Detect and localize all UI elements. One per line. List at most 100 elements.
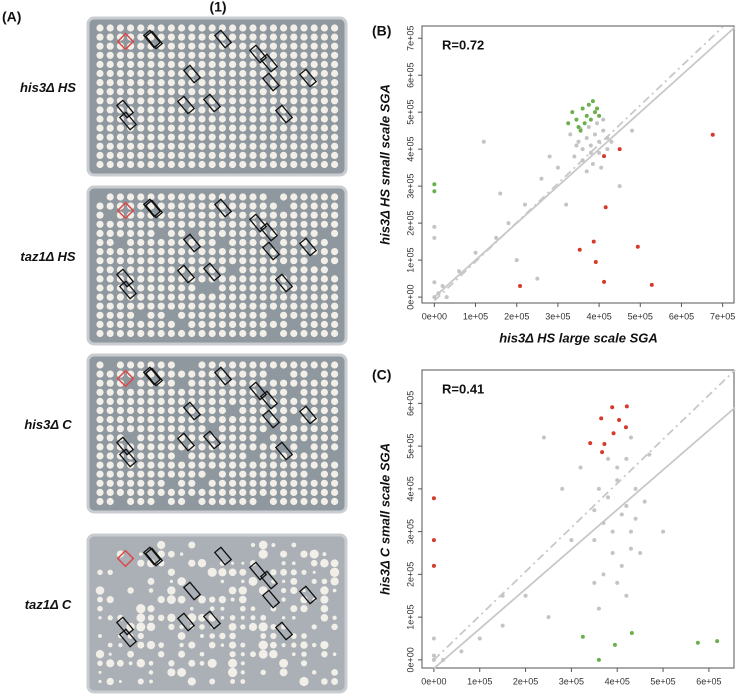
colony xyxy=(249,461,257,469)
colony xyxy=(96,211,104,219)
colony xyxy=(198,229,206,237)
plate xyxy=(86,533,348,694)
colony xyxy=(269,388,277,396)
colony xyxy=(259,238,267,247)
colony xyxy=(259,320,267,328)
y-tick-label: 0e+00 xyxy=(405,284,415,309)
colony xyxy=(137,293,145,301)
colony xyxy=(320,479,328,487)
colony xyxy=(157,406,165,415)
colony xyxy=(127,229,135,237)
colony xyxy=(198,248,206,256)
colony xyxy=(290,24,298,32)
colony xyxy=(269,379,277,387)
colony xyxy=(106,388,114,396)
colony xyxy=(269,24,277,32)
colony xyxy=(198,142,206,150)
colony xyxy=(188,238,196,247)
highlight-box xyxy=(213,29,233,49)
colony xyxy=(116,124,124,132)
colony xyxy=(320,220,328,228)
colony xyxy=(331,329,339,338)
colony xyxy=(290,42,298,50)
colony xyxy=(137,370,145,378)
colony xyxy=(290,193,298,201)
point xyxy=(432,280,437,285)
colony xyxy=(291,542,297,548)
colony xyxy=(147,320,155,328)
colony xyxy=(127,406,135,415)
colony xyxy=(331,623,338,631)
colony xyxy=(127,488,135,496)
colony xyxy=(290,479,298,487)
colony xyxy=(218,488,226,496)
colony xyxy=(198,106,206,114)
colony xyxy=(198,124,206,132)
colony xyxy=(167,470,175,478)
colony xyxy=(249,470,257,478)
colony xyxy=(98,670,102,674)
x-tick-label: 1e+05 xyxy=(467,676,492,686)
colony xyxy=(198,311,206,319)
annotation: R=0.72 xyxy=(442,37,484,52)
colony xyxy=(208,388,216,396)
point xyxy=(597,113,602,118)
colony xyxy=(96,88,104,96)
colony xyxy=(309,549,319,559)
colony xyxy=(218,406,226,415)
colony xyxy=(320,370,328,378)
colony xyxy=(208,257,216,265)
colony xyxy=(259,361,267,369)
colony xyxy=(198,497,206,506)
colony xyxy=(280,434,288,442)
colony xyxy=(239,443,247,451)
colony xyxy=(320,115,328,123)
colony xyxy=(280,142,288,150)
point xyxy=(539,176,544,181)
point xyxy=(610,405,615,410)
colony xyxy=(188,42,196,50)
colony xyxy=(300,60,308,68)
colony xyxy=(137,151,145,159)
colony xyxy=(310,115,318,123)
colony xyxy=(320,361,328,369)
colony xyxy=(167,266,175,274)
colony xyxy=(280,488,288,496)
point xyxy=(596,606,601,611)
colony xyxy=(179,552,184,556)
colony xyxy=(157,275,165,283)
plate-label: taz1Δ C xyxy=(25,597,72,612)
colony xyxy=(258,622,268,632)
colony xyxy=(116,488,124,496)
colony xyxy=(218,115,226,123)
colony xyxy=(188,641,196,649)
colony xyxy=(106,79,114,87)
colony xyxy=(116,479,124,487)
colony xyxy=(137,42,145,50)
colony xyxy=(249,248,257,256)
colony xyxy=(198,88,206,96)
colony xyxy=(310,142,318,150)
colony xyxy=(290,379,298,387)
highlight-box xyxy=(261,409,281,429)
colony xyxy=(259,329,267,338)
colony xyxy=(116,202,124,210)
colony xyxy=(228,568,237,577)
colony xyxy=(167,69,175,78)
colony xyxy=(137,211,145,219)
point xyxy=(431,496,436,501)
colony xyxy=(281,561,286,566)
colony xyxy=(116,229,124,237)
colony xyxy=(116,69,124,78)
colony xyxy=(157,51,165,59)
colony xyxy=(259,193,267,201)
point xyxy=(597,150,602,155)
colony xyxy=(127,416,135,424)
colony xyxy=(320,488,328,496)
colony xyxy=(127,124,135,132)
point xyxy=(624,593,629,598)
colony xyxy=(290,124,298,132)
colony xyxy=(249,33,257,41)
colony xyxy=(146,622,156,632)
colony xyxy=(147,220,155,228)
